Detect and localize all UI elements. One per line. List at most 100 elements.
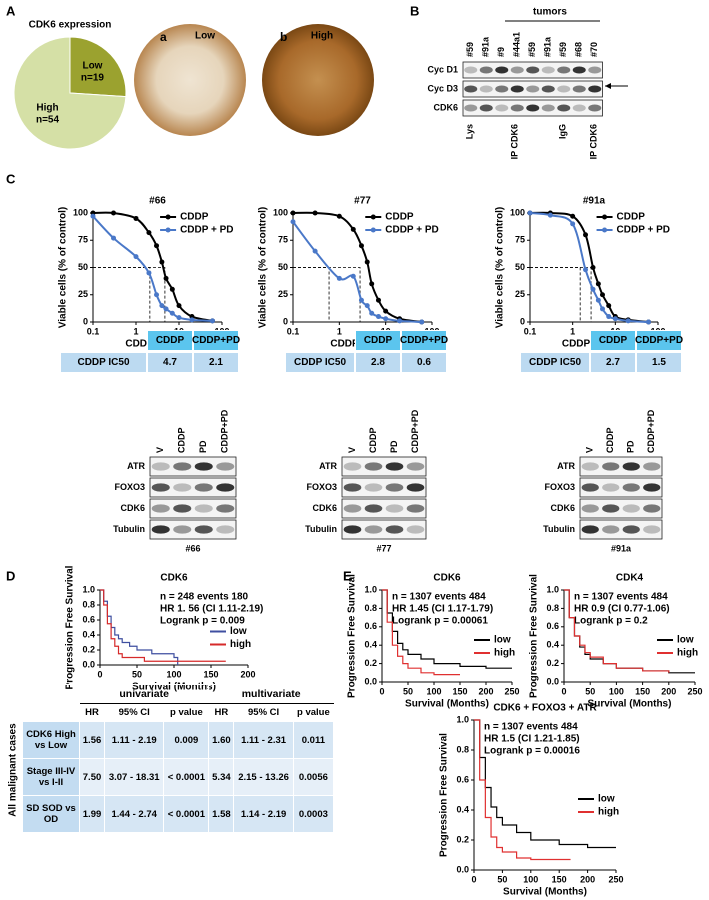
y-tick-label: 0.6 [456,774,469,784]
blot-strip [579,477,663,498]
y-tick-label: 0.2 [82,644,95,654]
table-cell: 1.44 - 2.74 [104,795,165,833]
x-tick-label: 50 [497,874,507,884]
lane-label: #91a [481,36,491,57]
y-axis-label: Progression Free Survival [65,565,76,689]
blot-band [364,462,383,471]
table-cell: < 0.0001 [163,795,210,833]
x-tick-label: 50 [585,686,595,696]
x-tick-label: 100 [426,686,441,696]
table-cell: 1.58 [208,795,235,833]
blot-band [194,462,213,471]
data-point [612,316,618,322]
table-cell: 0.0003 [292,795,335,833]
annotation: n = 248 events 180 [160,592,249,603]
lane-label: #70 [589,42,599,57]
image-label: High [311,31,333,42]
y-tick-label: 0.2 [364,658,377,668]
data-point [590,265,596,270]
pie-label: Low [82,61,102,72]
data-point [90,213,96,219]
data-point [163,306,169,312]
tissue-core-high [262,24,374,136]
y-tick-label: 1.0 [546,584,559,594]
data-point [599,292,605,298]
blot-band [173,525,192,534]
blot-band [216,504,235,513]
blot-band [385,504,404,513]
legend-label: low [598,794,615,805]
table-group-header: univariate [78,684,210,704]
table-header: CDDP [355,330,401,351]
blot-band [151,525,170,534]
blot-strip [341,498,427,519]
table-header: CDDP [590,330,636,351]
survival-curve [474,719,616,849]
lane-label: CDDP [605,427,615,453]
blot-band [495,104,509,112]
x-tick-label: 100 [166,669,181,679]
table-cell: 2.8 [355,352,401,373]
legend-dot [602,214,608,220]
y-tick-label: 0.6 [546,621,559,631]
data-point [163,275,169,281]
lane-label: PD [198,440,208,453]
lane-label: #59 [527,42,537,57]
image-letter: a [160,30,167,44]
table-row-label: CDK6 High vs Low [22,721,80,759]
data-point [397,318,403,324]
lane-label: CDDP+PD [220,409,230,453]
panel-label: B [410,3,419,18]
ic50-guide [93,267,166,322]
y-tick-label: 25 [278,289,288,299]
data-point [606,303,612,309]
lane-label: #59 [558,42,568,57]
blot-strip [341,456,427,477]
blot-band [151,504,170,513]
table-header: CDDP+PD [635,330,683,351]
blot-strip [149,456,237,477]
table-cell [22,703,80,722]
blot-strip [579,498,663,519]
x-tick-label: 150 [552,874,567,884]
legend-dot [165,214,171,220]
data-point [133,215,139,221]
y-tick-label: 0.0 [546,676,559,686]
y-tick-label: 100 [510,207,525,217]
y-tick-label: 50 [278,262,288,272]
x-tick-label: 0 [97,669,102,679]
table-cell: 1.56 [78,721,106,759]
annotation: n = 1307 events 484 [574,592,668,603]
group-label: Lys [464,124,474,139]
table-row: univariate multivariate [22,684,334,704]
y-tick-label: 1.0 [82,584,95,594]
blot-header: tumors [533,7,567,18]
table-column-header: 95% CI [233,703,294,722]
blot-row-label: Tubulin [305,524,337,534]
annotation: Logrank p = 0.00016 [484,746,580,757]
lane-label: #9 [496,47,506,57]
data-point [375,314,381,320]
x-tick-label: 250 [608,874,623,884]
blot-band [406,525,425,534]
table-cell: 4.7 [147,352,193,373]
data-point [350,273,356,279]
data-point [364,259,370,265]
results-table: univariate multivariate HR 95% CI p value HR 9… [22,684,335,833]
x-tick-label: 200 [580,874,595,884]
table-column-header: 95% CI [104,703,165,722]
data-point [527,210,533,216]
y-tick-label: 1.0 [364,584,377,594]
x-axis-label: Survival (Months) [503,887,587,898]
y-tick-label: 0.8 [364,603,377,613]
blot-band [602,462,620,471]
blot-band [643,483,661,492]
blot-band [510,104,524,112]
annotation: Logrank p = 0.009 [160,616,245,627]
blot-band [541,104,555,112]
ic50-guide [293,267,330,322]
legend-label: CDDP + PD [617,225,670,236]
panel-label: E [343,568,352,583]
blot-strip [579,519,663,540]
blot-band [622,504,640,513]
